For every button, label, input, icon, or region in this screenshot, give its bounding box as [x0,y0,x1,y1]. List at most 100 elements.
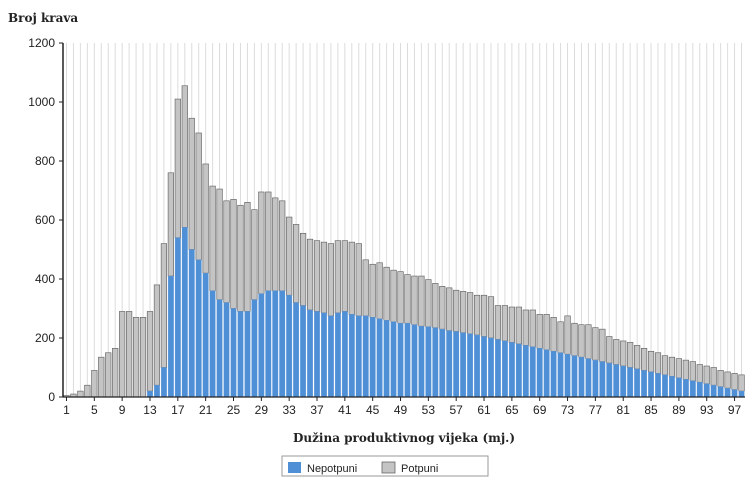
bars [63,85,745,398]
bar-potpuni [480,294,488,337]
x-tick-label: 89 [672,403,686,417]
bar-nepotpuni [376,318,383,398]
bar-nepotpuni [230,308,237,398]
legend: Nepotpuni Potpuni [281,455,489,477]
bar-potpuni [578,324,585,358]
bar-potpuni [446,287,453,331]
y-tick-label: 1000 [28,95,55,109]
bar-potpuni [473,294,481,336]
bar-potpuni [279,200,286,292]
y-tick-label: 1200 [28,36,55,50]
bar-potpuni [641,348,648,371]
bar-potpuni [105,352,112,398]
bar-nepotpuni [668,376,675,398]
bar-potpuni [126,311,133,398]
bar-nepotpuni [453,331,460,398]
bar-nepotpuni [293,302,300,398]
bar-nepotpuni [251,299,258,398]
bar-nepotpuni [634,368,641,398]
bar-potpuni [675,358,682,379]
bar-potpuni [724,371,731,389]
bar-potpuni [272,197,279,292]
bar-potpuni [300,232,307,306]
x-tick-label: 73 [561,403,575,417]
bar-nepotpuni [327,315,334,398]
x-tick-label: 13 [143,403,157,417]
bar-potpuni [112,348,119,398]
bar-nepotpuni [571,355,578,398]
bar-potpuni [487,296,495,339]
x-tick-label: 49 [394,403,408,417]
x-tick-label: 53 [422,403,436,417]
bar-nepotpuni [738,390,745,398]
bar-potpuni [258,191,265,295]
bar-nepotpuni [279,290,286,398]
bar-nepotpuni [397,323,404,398]
x-axis-label: Dužina produktivnog vijeka (mj.) [293,431,515,445]
bar-nepotpuni [648,371,654,398]
bar-potpuni [620,340,627,367]
bar-nepotpuni [508,342,515,398]
legend-label-nepotpuni: Nepotpuni [307,463,357,475]
bar-potpuni [689,361,696,382]
grid-lines [65,43,743,397]
bar-potpuni [592,327,599,361]
x-tick-label: 61 [477,403,491,417]
x-tick-label: 45 [366,403,380,417]
bar-nepotpuni [160,367,167,398]
bar-potpuni [327,243,335,317]
bar-potpuni [404,274,411,324]
bar-potpuni [397,271,404,324]
bar-nepotpuni [731,389,738,398]
bar-potpuni [160,243,167,368]
bar-nepotpuni [662,374,668,398]
x-tick-label: 85 [644,403,658,417]
legend-label-potpuni: Potpuni [401,463,438,475]
bar-nepotpuni [710,385,717,398]
bar-nepotpuni [188,249,195,398]
bar-potpuni [119,311,126,398]
bar-potpuni [634,345,641,370]
bar-potpuni [348,241,355,315]
x-tick-label: 9 [119,403,126,417]
bar-potpuni [613,339,620,365]
bar-potpuni [661,355,669,376]
x-tick-label: 97 [728,403,742,417]
y-tick-label: 800 [35,154,55,168]
bar-nepotpuni [195,259,202,398]
bar-nepotpuni [432,327,439,398]
bar-nepotpuni [369,317,376,398]
bar-nepotpuni [620,365,627,398]
bar-potpuni [460,291,467,333]
bar-nepotpuni [154,385,160,398]
bar-nepotpuni [418,326,425,398]
bar-nepotpuni [237,311,244,398]
bar-nepotpuni [209,290,216,398]
y-tick-label: 0 [48,390,55,404]
bar-potpuni [376,262,383,320]
bar-nepotpuni [202,272,209,398]
x-tick-label: 81 [617,403,631,417]
bar-nepotpuni [564,354,571,398]
bar-nepotpuni [355,315,362,398]
bar-potpuni [355,243,362,317]
bar-nepotpuni [495,339,501,398]
bar-potpuni [606,336,613,364]
bar-potpuni [717,370,724,387]
bar-nepotpuni [627,367,634,398]
bar-potpuni [494,305,502,340]
bar-potpuni [181,85,188,228]
bar-nepotpuni [703,383,710,398]
bar-nepotpuni [474,334,481,398]
bar-nepotpuni [321,312,327,398]
bar-potpuni [439,286,446,330]
bar-potpuni [418,275,425,327]
bar-potpuni [195,132,202,261]
legend-swatch-nepotpuni [288,462,301,473]
bar-nepotpuni [557,352,564,398]
bar-nepotpuni [147,390,153,398]
bar-potpuni [383,266,390,321]
bar-nepotpuni [181,227,188,398]
bar-nepotpuni [550,351,557,398]
